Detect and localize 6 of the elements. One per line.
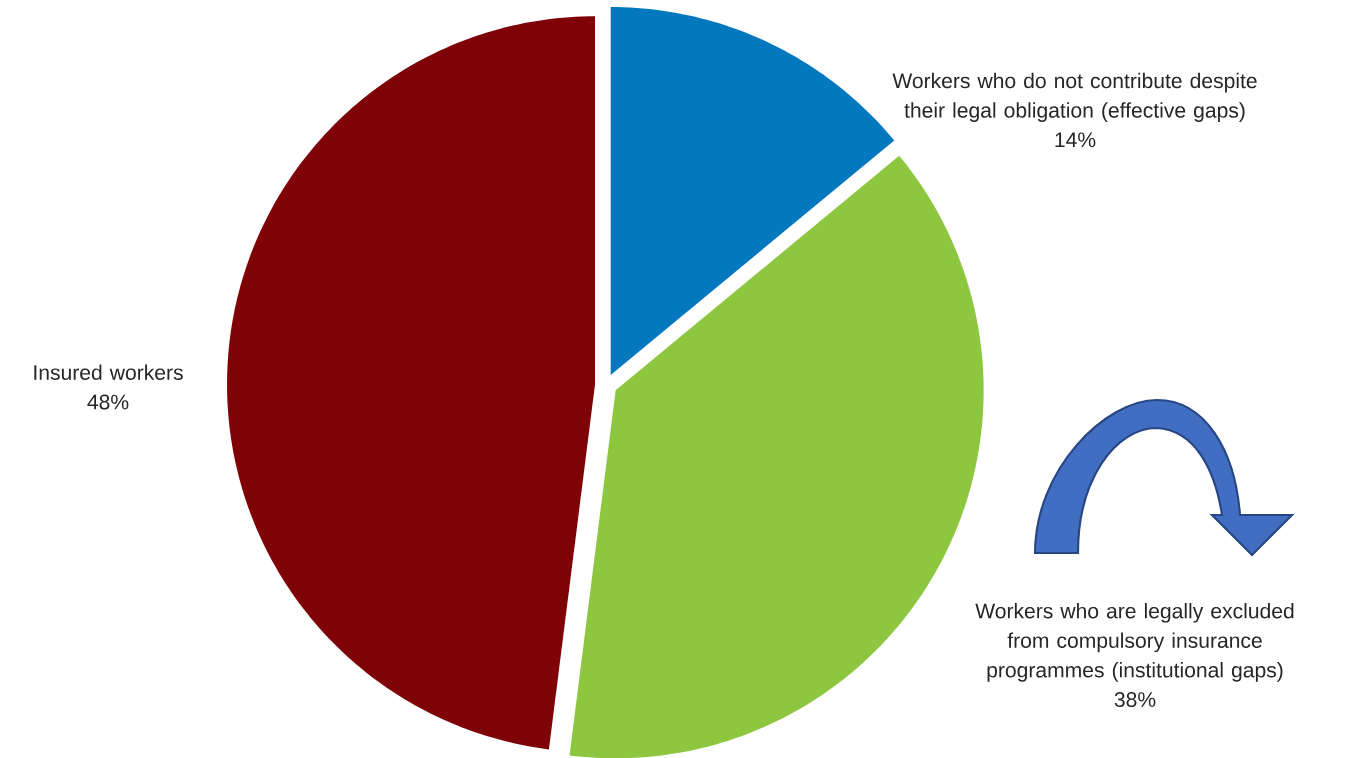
data-label: 48% [87, 394, 129, 410]
data-label: 38% [1114, 692, 1156, 708]
slice-label: Workers who are legally excluded from compulsory insurance programmes (institutional gaps) [975, 602, 1294, 682]
data-label: 14% [1055, 132, 1096, 148]
slice-label: Insured workers [34, 364, 183, 380]
slice-label: Workers who do not contribute despite their legal obligation (effective gaps) [892, 72, 1257, 122]
